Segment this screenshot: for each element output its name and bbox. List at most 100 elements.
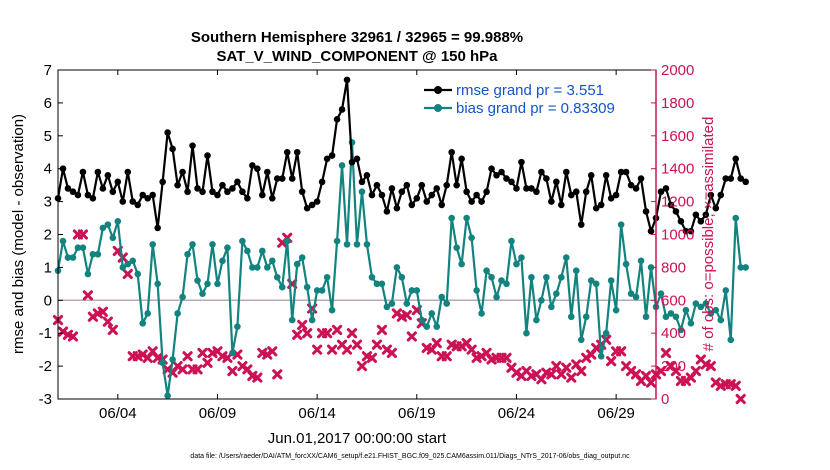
y-tick-label: 2 [44,227,52,244]
obs-point [366,352,378,363]
rmse-point [214,191,221,199]
obs-point [356,361,368,372]
y-tick-label: 1 [44,259,52,276]
obs-point [77,229,89,240]
x-tick-label: 06/09 [199,405,237,422]
bias-point [732,214,740,222]
bias-point [174,310,181,317]
bias-point [567,313,575,321]
y-tick-label: 4 [44,161,52,178]
obs-point [67,331,79,342]
bias-point [184,250,191,258]
rmse-point [567,191,575,199]
rmse-point [99,185,107,192]
bias-point [727,336,735,344]
y-right-tick-label: 800 [661,259,686,276]
bias-point [682,306,690,314]
bias-point [722,287,730,294]
y-axis-label: rmse and bias (model - observation) [10,114,27,354]
obs-point [406,331,417,342]
bias-point [563,254,570,261]
bias-point [463,214,470,222]
rmse-point [617,168,625,176]
bias-point [378,280,386,288]
y-right-tick-label: 200 [661,358,686,375]
rmse-point [518,158,525,166]
rmse-line [56,78,747,233]
rmse-point [722,175,730,182]
y-axis-right: 0 200 400 600 800 1000 1200 1400 1600 1800 2000 [651,62,694,408]
bias-point [109,234,117,242]
obs-point [312,344,323,355]
bias-point [219,257,226,265]
y-right-tick-label: 1400 [661,161,694,178]
bias-point [64,254,72,261]
rmse-point [224,188,231,196]
rmse-point [727,175,735,182]
bias-point [338,162,346,169]
rmse-point [632,185,640,192]
bias-point [473,287,480,294]
bias-point [672,313,680,321]
bias-point [154,280,161,288]
bias-point [642,313,650,321]
rmse-point [692,211,700,219]
rmse-point [423,198,431,205]
bias-point [393,264,401,271]
obs-point [466,344,477,355]
rmse-point [149,191,156,199]
rmse-point [318,178,326,186]
rmse-point [69,188,77,196]
rmse-point [388,185,396,192]
rmse-point [84,191,92,199]
legend: rmse grand pr = 3.551 bias grand pr = 0.… [424,82,615,117]
rmse-point [642,208,650,215]
rmse-point [144,195,151,202]
rmse-point [114,178,122,186]
bias-point [204,280,211,288]
bias-point [259,247,266,255]
obs-point [561,362,572,373]
bias-point [164,392,171,400]
bias-point [657,290,665,298]
rmse-point [493,171,500,179]
rmse-point [478,198,485,205]
rmse-point [174,181,181,189]
rmse-point [657,188,665,196]
obs-point [566,372,577,383]
rmse-point [687,227,695,235]
rmse-point [548,198,555,205]
obs-point [302,328,313,339]
rmse-point [229,185,236,192]
bias-point [677,326,685,334]
bias-point [632,293,640,301]
obs-point [82,290,93,301]
bias-point [89,250,97,258]
obs-point [431,337,442,349]
obs-point [616,346,627,357]
rmse-point [288,175,296,182]
bias-point [124,260,132,268]
obs-point [645,377,657,388]
bias-point [637,257,645,265]
rmse-point [732,155,740,163]
rmse-point [473,191,480,199]
obs-point [606,356,617,367]
bias-point [478,310,485,317]
rmse-point [543,175,550,182]
bias-point [438,293,446,301]
bias-point [403,300,411,307]
rmse-point [139,191,147,199]
obs-point [197,347,208,359]
obs-point [371,339,383,350]
bias-point [288,316,296,324]
bias-point [114,218,122,225]
obs-series [52,229,746,405]
rmse-point [268,195,276,202]
rmse-point [179,168,186,176]
y-right-tick-label: 1600 [661,128,694,145]
y-right-tick-label: 0 [661,391,669,408]
bias-point [333,237,341,245]
bias-point [418,316,426,324]
x-tick-label: 06/19 [398,405,436,422]
